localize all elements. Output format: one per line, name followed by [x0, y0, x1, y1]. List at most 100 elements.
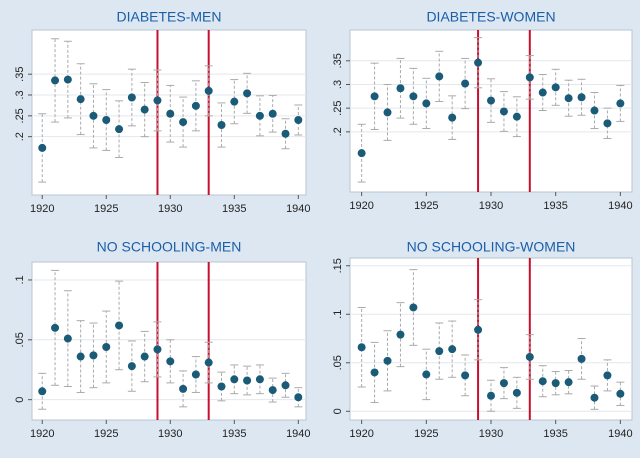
- point: [140, 105, 149, 114]
- point: [551, 83, 560, 92]
- point: [499, 379, 508, 388]
- point: [127, 362, 136, 371]
- point: [89, 111, 98, 120]
- x-tick-label: 1920: [349, 428, 373, 440]
- point: [357, 149, 366, 158]
- x-tick-label: 1940: [608, 428, 632, 440]
- point: [76, 352, 85, 361]
- x-tick-label: 1935: [543, 428, 567, 440]
- y-tick-label: .35: [14, 67, 26, 82]
- point: [512, 112, 521, 121]
- y-tick-label: .25: [332, 101, 344, 116]
- point: [179, 384, 188, 393]
- point: [396, 330, 405, 339]
- y-tick-label: 0: [332, 408, 344, 414]
- point: [409, 92, 418, 101]
- point: [551, 379, 560, 388]
- point: [281, 381, 290, 390]
- point: [243, 89, 252, 98]
- plot-area: [31, 261, 307, 421]
- point: [409, 303, 418, 312]
- point: [538, 377, 547, 386]
- y-tick-label: 0: [14, 397, 26, 403]
- x-tick-label: 1935: [543, 200, 567, 212]
- point: [577, 354, 586, 363]
- point: [370, 368, 379, 377]
- y-tick-label: .3: [332, 80, 344, 89]
- point: [38, 143, 47, 152]
- point: [512, 388, 521, 397]
- point: [217, 382, 226, 391]
- x-tick-label: 1940: [608, 200, 632, 212]
- point: [115, 321, 124, 330]
- point: [76, 95, 85, 104]
- point: [204, 358, 213, 367]
- x-tick-label: 1925: [94, 203, 118, 215]
- point: [255, 111, 264, 120]
- point: [294, 116, 303, 124]
- point: [115, 125, 124, 134]
- point: [603, 119, 612, 128]
- point: [383, 108, 392, 117]
- chart-title: DIABETES-MEN: [116, 9, 221, 25]
- y-tick-label: .25: [14, 108, 26, 123]
- y-tick-label: .3: [14, 90, 26, 99]
- point: [564, 378, 573, 387]
- point: [590, 393, 599, 402]
- point: [616, 99, 625, 108]
- y-tick-label: .1: [332, 310, 344, 319]
- point: [255, 375, 264, 384]
- point: [102, 342, 111, 351]
- point: [294, 393, 303, 402]
- point: [140, 352, 149, 361]
- point: [435, 72, 444, 81]
- point: [268, 386, 277, 395]
- x-tick-label: 1940: [286, 203, 310, 215]
- y-tick-label: .05: [14, 332, 26, 347]
- point: [153, 96, 162, 105]
- point: [179, 118, 188, 127]
- point: [461, 79, 470, 88]
- point: [63, 75, 72, 84]
- point: [461, 371, 470, 380]
- point: [357, 343, 366, 352]
- point: [422, 99, 431, 108]
- point: [102, 116, 111, 124]
- point: [63, 334, 72, 343]
- point: [616, 389, 625, 398]
- x-tick-label: 1920: [30, 428, 54, 440]
- point: [217, 121, 226, 129]
- point: [564, 94, 573, 103]
- point: [89, 351, 98, 360]
- point: [396, 84, 405, 93]
- x-tick-label: 1930: [158, 203, 182, 215]
- point: [487, 391, 495, 400]
- point: [422, 370, 431, 379]
- point: [487, 96, 495, 105]
- point: [243, 376, 252, 385]
- x-tick-label: 1940: [286, 428, 310, 440]
- chart-title: DIABETES-WOMEN: [426, 9, 555, 25]
- point: [370, 92, 379, 101]
- point: [590, 106, 599, 115]
- point: [474, 325, 483, 334]
- x-tick-label: 1935: [222, 428, 246, 440]
- point: [538, 88, 547, 97]
- y-tick-label: .35: [332, 53, 344, 68]
- x-tick-label: 1935: [222, 203, 246, 215]
- point: [474, 58, 483, 67]
- x-tick-label: 1925: [414, 428, 438, 440]
- point: [525, 352, 534, 361]
- point: [166, 357, 175, 366]
- chart-title: NO SCHOOLING-WOMEN: [407, 239, 576, 255]
- y-tick-label: .2: [14, 132, 26, 141]
- point: [51, 323, 60, 332]
- point: [383, 356, 392, 365]
- x-tick-label: 1930: [479, 428, 503, 440]
- point: [153, 345, 162, 354]
- point: [127, 93, 136, 102]
- point: [525, 73, 534, 82]
- x-tick-label: 1925: [94, 428, 118, 440]
- y-tick-label: .05: [332, 355, 344, 370]
